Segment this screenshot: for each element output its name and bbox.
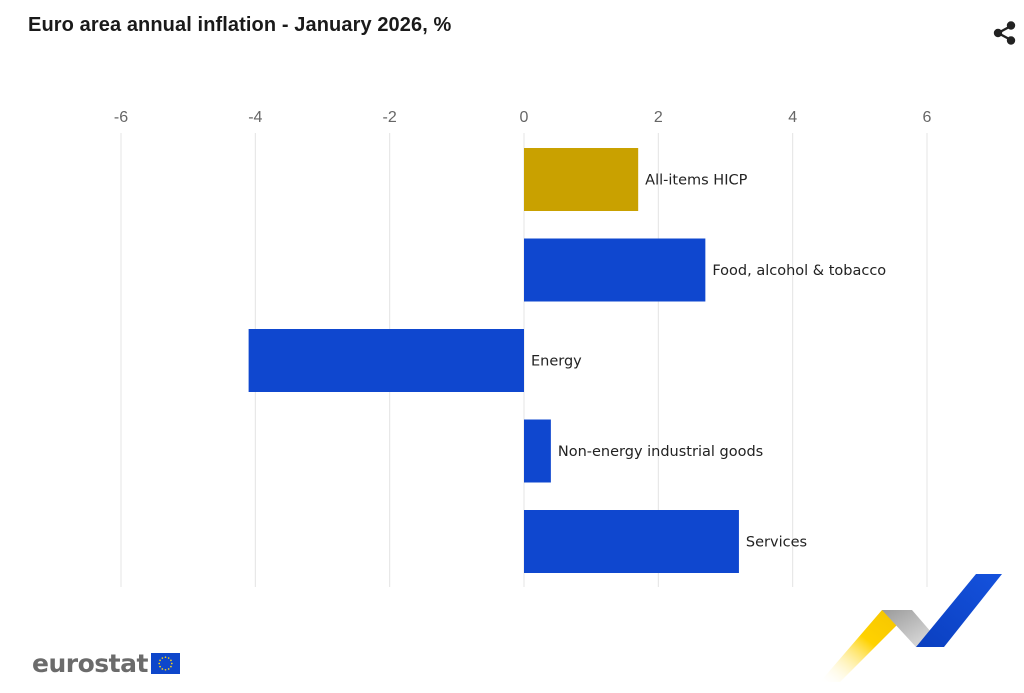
- flag-star: [170, 665, 172, 667]
- bar-label: Energy: [531, 354, 582, 370]
- bar[interactable]: [248, 329, 524, 392]
- x-axis-ticks: -6 -4 -2 0 2 4 6: [114, 109, 932, 126]
- x-tick-label: 0: [520, 109, 529, 126]
- flag-star: [159, 665, 161, 667]
- x-tick-label: 2: [654, 109, 663, 126]
- bar-labels: All-items HICP Food, alcohol & tobacco Ene…: [531, 173, 886, 551]
- logo-text: eurostat: [32, 648, 148, 678]
- flag-star: [167, 656, 170, 659]
- bar-label: Non-energy industrial goods: [558, 444, 763, 460]
- flag-star: [167, 667, 170, 670]
- decorative-ribbon-icon: [820, 574, 1002, 682]
- flag-star: [159, 659, 161, 661]
- flag-star: [161, 667, 164, 670]
- flag-star: [164, 655, 167, 658]
- x-tick-label: 6: [923, 109, 932, 126]
- share-icon: [993, 21, 1016, 45]
- bar[interactable]: [524, 419, 551, 483]
- x-tick-label: -2: [383, 109, 397, 126]
- flag-star: [170, 662, 173, 664]
- flag-star: [161, 656, 164, 659]
- flag-star: [164, 668, 167, 671]
- bar[interactable]: [524, 148, 639, 211]
- x-tick-label: 4: [788, 109, 797, 126]
- x-tick-label: -4: [248, 109, 262, 126]
- eurostat-logo: eurostat: [32, 646, 180, 680]
- bars: [248, 148, 739, 573]
- bar-label: Food, alcohol & tobacco: [712, 263, 886, 279]
- flag-star: [170, 659, 172, 661]
- chart: -6 -4 -2 0 2 4 6 All-items HICP Food, alcohol &…: [114, 109, 932, 587]
- share-button[interactable]: [990, 18, 1020, 48]
- bar-label: Services: [746, 535, 807, 551]
- eu-flag-icon: [150, 652, 180, 674]
- chart-title: Euro area annual inflation - January 202…: [28, 14, 452, 36]
- x-tick-label: -6: [114, 109, 128, 126]
- bar[interactable]: [524, 510, 739, 573]
- bar[interactable]: [524, 238, 706, 302]
- flag-star: [158, 662, 160, 664]
- bar-label: All-items HICP: [645, 173, 747, 189]
